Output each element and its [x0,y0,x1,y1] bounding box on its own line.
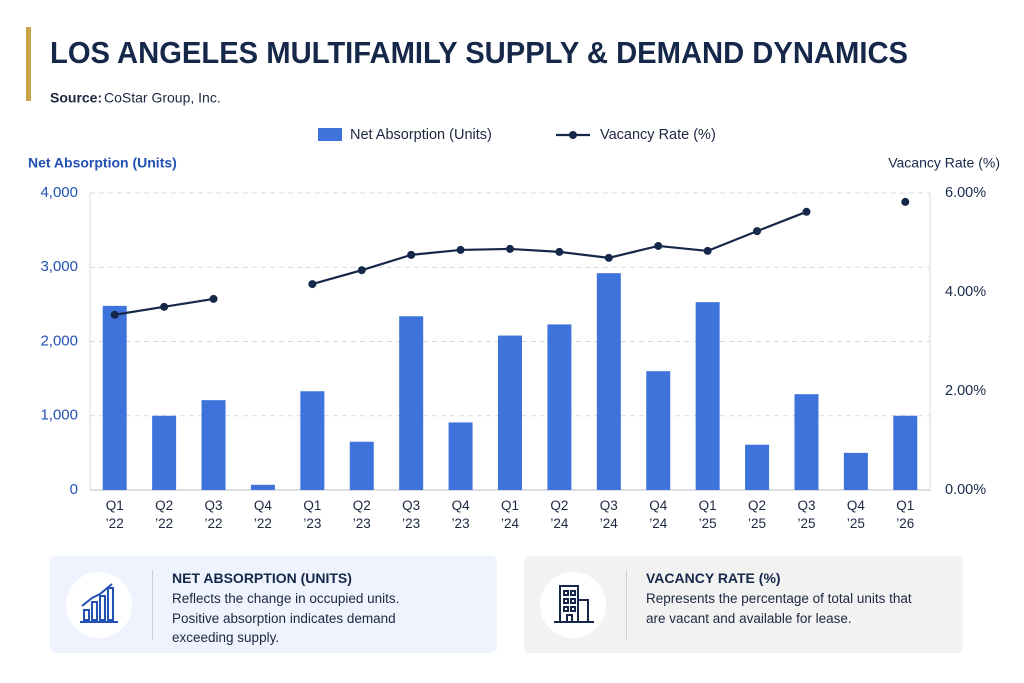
y-tick-label: 2,000 [40,332,78,349]
source-label: Source: [50,90,102,106]
bar [695,302,720,490]
y-tick-label: 0 [70,481,78,498]
x-tick-label: Q3 ’22 [204,498,223,531]
divider [626,570,627,640]
card-title: VACANCY RATE (%) [646,570,781,586]
line-marker [308,280,317,289]
line-marker [703,246,712,255]
line-marker [604,253,613,262]
line-marker [160,302,169,311]
x-tick-label: Q2 ’22 [155,498,174,531]
x-tick-label: Q2 ’25 [748,498,767,531]
bar [596,273,621,490]
bar [646,371,671,490]
y-tick-label: 3,000 [40,258,78,275]
line [115,202,906,315]
bar [843,452,868,490]
x-tick-label: Q1 ’23 [303,498,322,531]
line-marker [654,241,663,250]
bar [399,316,424,490]
y2-axis-title: Vacancy Rate (%) [888,155,1000,171]
bar [152,415,177,490]
line-marker [357,266,366,275]
line-marker [456,245,465,254]
bar [498,335,522,490]
x-tick-label: Q3 ’25 [797,498,816,531]
line-marker [753,227,762,236]
title-accent [26,27,31,101]
bar [448,422,473,490]
bar [201,400,226,490]
line-marker [209,294,218,303]
x-tick-label: Q1 ’22 [105,498,124,531]
y-tick-label: 4,000 [40,184,78,201]
x-tick-label: Q1 ’25 [698,498,717,531]
building-icon [554,585,594,623]
line-marker [901,197,910,206]
card-title: NET ABSORPTION (UNITS) [172,570,352,586]
icon-circle [66,572,132,638]
line-marker [802,207,811,216]
x-tick-label: Q4 ’25 [846,498,865,531]
chart-title: LOS ANGELES MULTIFAMILY SUPPLY & DEMAND … [50,35,908,70]
icon-circle [540,572,606,638]
info-card: VACANCY RATE (%) Represents the percenta… [524,556,963,653]
line-marker [555,247,564,256]
x-tick-label: Q4 ’24 [649,498,668,531]
bar [102,305,127,490]
legend-marker [569,131,577,139]
x-tick-label: Q1 ’24 [500,498,519,531]
legend-label: Vacancy Rate (%) [600,127,716,143]
x-tick-label: Q2 ’23 [352,498,371,531]
bar [547,324,572,490]
line-marker [506,244,514,253]
x-tick-label: Q1 ’26 [896,498,915,531]
line-marker [110,310,119,319]
y2-tick-label: 4.00% [945,284,986,300]
x-tick-label: Q4 ’22 [253,498,272,531]
y2-tick-label: 0.00% [945,482,986,498]
line-marker [407,250,416,259]
info-card: NET ABSORPTION (UNITS) Reflects the chan… [50,556,497,653]
bar [893,415,918,490]
bar [745,444,770,490]
bar [300,391,325,490]
source: CoStar Group, Inc. [104,90,221,106]
legend-swatch [318,128,342,141]
y2-tick-label: 6.00% [945,185,986,201]
bar [349,441,374,490]
x-tick-label: Q3 ’24 [599,498,618,531]
x-tick-label: Q4 ’23 [451,498,470,531]
x-tick-label: Q2 ’24 [550,498,569,531]
chart-icon [80,583,118,623]
card-text: Reflects the change in occupied units. P… [172,591,400,645]
bar [250,484,275,490]
divider [152,570,153,640]
y2-tick-label: 2.00% [945,383,986,399]
y-axis-title: Net Absorption (Units) [28,155,177,171]
bar [794,394,819,490]
y-tick-label: 1,000 [40,407,78,424]
card-text: Represents the percentage of total units… [646,591,912,626]
x-tick-label: Q3 ’23 [402,498,421,531]
legend-label: Net Absorption (Units) [350,127,492,143]
